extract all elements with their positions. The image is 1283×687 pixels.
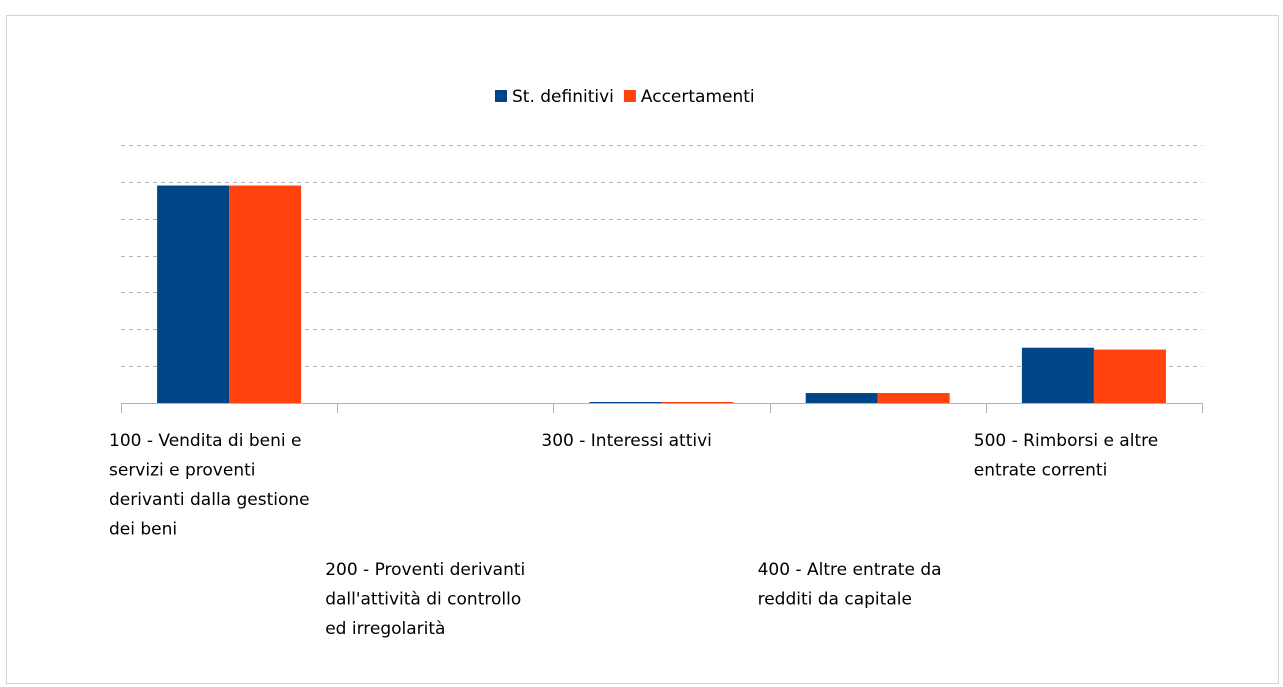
bar-accertamenti-3 bbox=[661, 402, 734, 403]
bar-accertamenti-4 bbox=[877, 393, 950, 403]
x-axis bbox=[121, 403, 1203, 413]
x-tick-label-1: 100 - Vendita di beni e servizi e provent… bbox=[109, 431, 310, 540]
legend-label-2: Accertamenti bbox=[641, 87, 755, 107]
legend-swatch-2 bbox=[623, 90, 636, 102]
legend: St. definitivi Accertamenti bbox=[495, 87, 755, 107]
legend-label-1: St. definitivi bbox=[512, 87, 614, 107]
bars bbox=[157, 185, 1166, 403]
bar-st-definitivi-1 bbox=[157, 185, 230, 403]
bar-st-definitivi-5 bbox=[1021, 347, 1094, 403]
bar-accertamenti-1 bbox=[229, 185, 302, 403]
x-tick-label-5: 500 - Rimborsi e altre entrate correnti bbox=[974, 431, 1158, 481]
bar-st-definitivi-4 bbox=[805, 393, 878, 403]
x-tick-label-2: 200 - Proventi derivanti dall'attività di… bbox=[325, 560, 525, 639]
bar-st-definitivi-3 bbox=[589, 402, 662, 403]
x-tick-labels: 100 - Vendita di beni e servizi e provent… bbox=[109, 431, 1158, 639]
x-tick-label-3: 300 - Interessi attivi bbox=[541, 431, 711, 451]
x-tick-label-4: 400 - Altre entrate da redditi da capital… bbox=[758, 560, 942, 610]
bar-accertamenti-5 bbox=[1093, 349, 1166, 403]
legend-swatch-1 bbox=[495, 90, 507, 102]
